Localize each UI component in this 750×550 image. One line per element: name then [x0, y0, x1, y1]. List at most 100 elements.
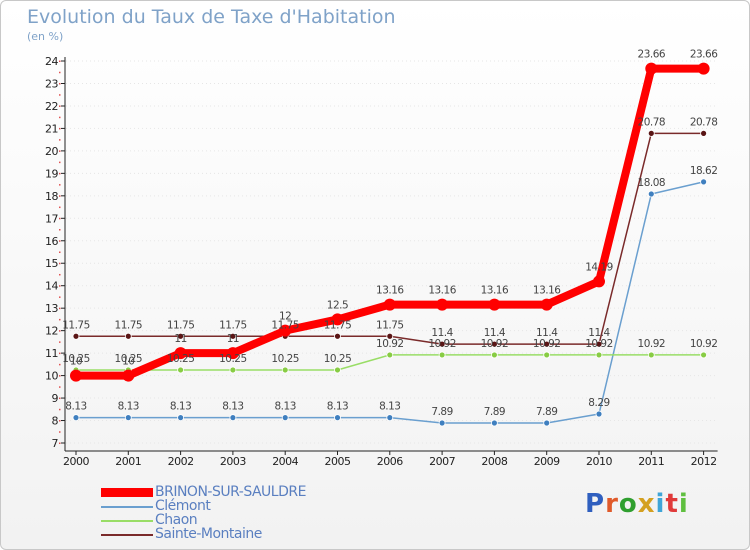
y-tick-label: 18 — [45, 190, 58, 203]
y-minor-tick — [59, 341, 61, 343]
y-minor-tick — [59, 386, 61, 388]
data-point-sainte-montaine — [334, 332, 341, 340]
y-minor-tick — [59, 307, 61, 310]
data-point-sainte-montaine — [647, 129, 655, 137]
y-minor-tick — [59, 375, 61, 377]
data-label-chaon: 10.92 — [481, 338, 509, 350]
data-label-sainte-montaine: 20.78 — [690, 116, 718, 128]
data-point-brinon-sur-sauldre — [436, 298, 449, 311]
data-point-brinon-sur-sauldre — [383, 298, 396, 311]
data-label-sainte-montaine: 11.75 — [219, 319, 247, 331]
y-tick-label: 8 — [52, 415, 59, 428]
y-tick-label: 21 — [45, 122, 58, 135]
y-tick-label: 23 — [45, 77, 58, 90]
y-minor-tick — [59, 240, 61, 242]
y-minor-tick — [59, 195, 61, 197]
data-point-cl-mont — [595, 410, 603, 418]
y-tick-label: 24 — [45, 55, 58, 68]
data-point-chaon — [700, 351, 707, 359]
data-label-cl-mont: 8.13 — [379, 401, 400, 413]
data-label-chaon: 10.92 — [533, 338, 561, 350]
x-tick-label: 2010 — [586, 455, 612, 468]
logo-letter: o — [618, 489, 638, 519]
data-label-chaon: 10.25 — [115, 353, 143, 365]
data-label-sainte-montaine: 11.4 — [431, 327, 453, 339]
data-label-chaon: 10.25 — [324, 353, 352, 365]
legend-swatch-brinon — [101, 488, 153, 497]
y-tick-label: 13 — [45, 302, 58, 315]
data-point-cl-mont — [438, 419, 446, 427]
data-label-cl-mont: 7.89 — [431, 406, 452, 418]
data-point-cl-mont — [229, 414, 237, 422]
y-tick-label: 9 — [52, 392, 59, 405]
data-label-brinon-sur-sauldre: 23.66 — [690, 49, 718, 61]
data-label-brinon-sur-sauldre: 11 — [227, 333, 239, 345]
data-label-sainte-montaine: 11.4 — [536, 327, 558, 339]
data-point-sainte-montaine — [595, 340, 603, 348]
x-tick-label: 2005 — [325, 455, 351, 468]
data-point-cl-mont — [386, 414, 394, 422]
logo-letter: t — [665, 489, 679, 519]
x-tick-label: 2009 — [534, 455, 560, 468]
x-tick-label: 2003 — [220, 455, 246, 468]
y-minor-tick — [59, 150, 61, 152]
data-label-chaon: 10.92 — [690, 338, 718, 350]
y-minor-tick — [59, 352, 61, 355]
logo-letter: x — [637, 489, 656, 519]
y-minor-tick — [59, 60, 61, 62]
y-tick-label: 14 — [45, 280, 58, 293]
data-label-cl-mont: 18.08 — [638, 177, 666, 189]
data-point-sainte-montaine — [386, 332, 394, 340]
data-point-brinon-sur-sauldre — [331, 313, 344, 326]
y-tick-label: 12 — [45, 325, 58, 338]
data-label-cl-mont: 8.13 — [222, 401, 243, 413]
data-point-brinon-sur-sauldre — [488, 298, 501, 311]
data-point-brinon-sur-sauldre — [645, 62, 658, 75]
legend-swatch-chaon — [101, 520, 153, 522]
proxiti-logo: Proxiti — [585, 489, 689, 519]
y-minor-tick — [59, 206, 61, 209]
x-tick-label: 2006 — [377, 455, 403, 468]
y-minor-tick — [59, 442, 61, 444]
data-point-chaon — [229, 366, 237, 374]
y-tick-label: 22 — [45, 100, 58, 113]
data-point-cl-mont — [124, 414, 132, 422]
data-point-sainte-montaine — [438, 340, 446, 348]
data-point-chaon — [490, 351, 498, 359]
data-label-sainte-montaine: 11.75 — [376, 319, 404, 331]
data-point-sainte-montaine — [124, 332, 132, 340]
data-label-sainte-montaine: 11.75 — [324, 319, 352, 331]
legend-swatch-sainte-montaine — [101, 534, 153, 536]
data-label-sainte-montaine: 11.75 — [115, 319, 143, 331]
data-point-cl-mont — [334, 414, 341, 422]
data-point-sainte-montaine — [177, 332, 185, 340]
x-tick-label: 2001 — [115, 455, 141, 468]
x-tick-label: 2011 — [638, 455, 664, 468]
data-point-cl-mont — [647, 190, 655, 198]
data-point-sainte-montaine — [490, 340, 498, 348]
data-point-brinon-sur-sauldre — [279, 324, 292, 337]
x-tick-label: 2008 — [481, 455, 507, 468]
data-label-cl-mont: 7.89 — [484, 406, 505, 418]
data-label-chaon: 10.25 — [167, 353, 195, 365]
data-point-chaon — [177, 366, 185, 374]
x-tick-label: 2000 — [63, 455, 89, 468]
y-minor-tick — [59, 229, 61, 231]
logo-letter: P — [585, 489, 606, 519]
data-point-brinon-sur-sauldre — [122, 369, 135, 382]
data-label-brinon-sur-sauldre: 10 — [70, 356, 82, 368]
y-minor-tick — [59, 127, 61, 130]
data-label-brinon-sur-sauldre: 11 — [174, 333, 186, 345]
y-minor-tick — [59, 251, 61, 253]
y-tick-label: 11 — [45, 347, 58, 360]
legend-label-chaon: Chaon — [155, 512, 198, 528]
data-point-sainte-montaine — [700, 129, 707, 137]
data-label-chaon: 10.92 — [428, 338, 456, 350]
y-tick-label: 19 — [45, 167, 58, 180]
y-minor-tick — [59, 94, 61, 96]
data-label-chaon: 10.25 — [62, 353, 90, 365]
data-label-cl-mont: 7.89 — [536, 406, 557, 418]
data-label-brinon-sur-sauldre: 12.5 — [327, 299, 348, 311]
data-label-brinon-sur-sauldre: 12 — [279, 311, 291, 323]
